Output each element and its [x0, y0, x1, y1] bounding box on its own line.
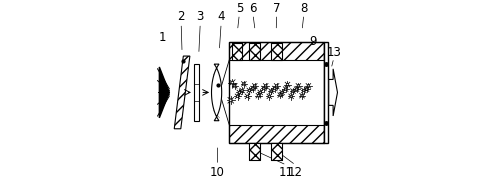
Text: 10: 10	[210, 166, 225, 179]
Circle shape	[265, 85, 267, 87]
Bar	[229, 42, 324, 143]
Circle shape	[305, 88, 307, 90]
Circle shape	[239, 91, 240, 93]
Text: 8: 8	[300, 2, 307, 15]
Circle shape	[230, 99, 232, 101]
Bar	[249, 143, 260, 160]
Circle shape	[281, 91, 283, 93]
Circle shape	[297, 85, 299, 87]
Circle shape	[285, 88, 287, 90]
Circle shape	[270, 90, 272, 92]
Polygon shape	[159, 67, 169, 118]
Text: 9: 9	[309, 35, 317, 48]
Circle shape	[287, 84, 289, 86]
Text: 5: 5	[236, 2, 243, 15]
Bar	[194, 64, 199, 121]
Circle shape	[241, 90, 243, 91]
Text: 6: 6	[249, 2, 257, 15]
Circle shape	[279, 94, 281, 96]
Text: 12: 12	[288, 166, 303, 179]
Circle shape	[292, 90, 294, 92]
Text: 13: 13	[326, 46, 341, 59]
Bar	[232, 43, 243, 60]
Bar	[271, 43, 282, 60]
Bar	[249, 43, 260, 60]
Bar	[229, 42, 324, 60]
Bar	[249, 43, 260, 60]
Circle shape	[303, 90, 305, 91]
Text: 1: 1	[158, 31, 166, 44]
Circle shape	[243, 83, 245, 85]
Circle shape	[248, 90, 250, 91]
Circle shape	[254, 85, 256, 87]
Bar	[271, 143, 282, 160]
FancyArrow shape	[329, 69, 338, 116]
Text: 4: 4	[217, 10, 225, 23]
Bar	[232, 43, 243, 60]
Circle shape	[301, 95, 303, 97]
Circle shape	[234, 85, 236, 87]
Circle shape	[276, 85, 278, 87]
Text: 7: 7	[273, 2, 280, 15]
Circle shape	[259, 91, 261, 93]
Bar	[229, 125, 324, 143]
Text: 11: 11	[279, 166, 294, 179]
Circle shape	[231, 82, 233, 84]
Bar	[249, 143, 260, 160]
Circle shape	[290, 95, 292, 97]
Bar	[271, 143, 282, 160]
Circle shape	[296, 88, 297, 90]
Bar	[271, 43, 282, 60]
Text: 2: 2	[177, 10, 185, 23]
Text: 3: 3	[197, 10, 204, 23]
Circle shape	[307, 85, 309, 87]
Bar	[324, 42, 328, 143]
Circle shape	[268, 95, 270, 97]
Circle shape	[252, 88, 254, 89]
Polygon shape	[174, 56, 190, 129]
Circle shape	[263, 88, 265, 89]
Circle shape	[247, 95, 248, 97]
Polygon shape	[211, 64, 222, 121]
Circle shape	[237, 95, 239, 97]
Circle shape	[257, 95, 259, 97]
Circle shape	[274, 88, 276, 89]
